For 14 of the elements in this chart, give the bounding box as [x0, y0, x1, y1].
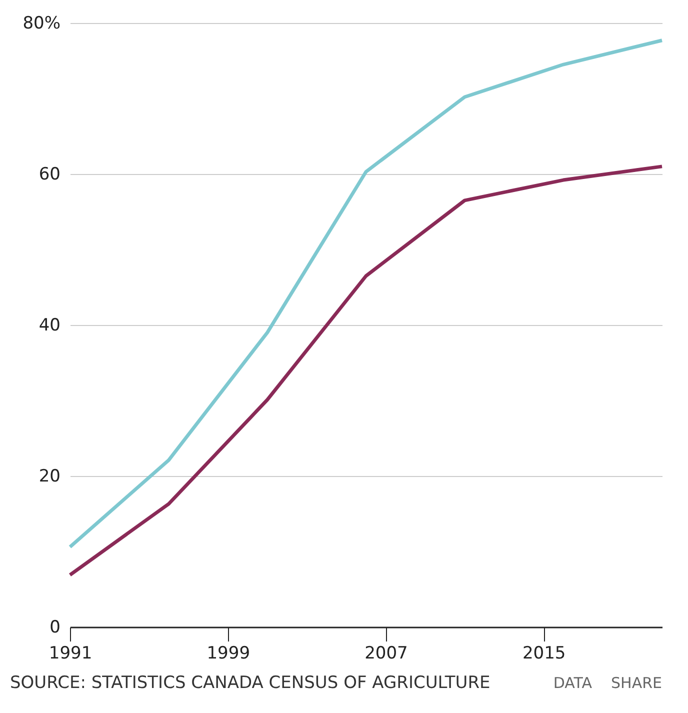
line-series [68, 38, 664, 549]
x-tick-label: 1999 [206, 644, 250, 664]
y-tick-label: 20 [38, 466, 60, 486]
text: DATA [553, 674, 593, 692]
y-tick-label: 0 [50, 618, 60, 638]
y-tick-label: 80% [22, 14, 60, 34]
x-tick-label: 1991 [48, 644, 92, 664]
text: SHARE [611, 674, 662, 692]
x-tick-label: 2007 [364, 644, 408, 664]
source-note: SOURCE: STATISTICS CANADA CENSUS OF AGRICULTURE [10, 673, 490, 693]
line-series [68, 164, 664, 577]
y-tick-label: 60 [38, 164, 60, 184]
x-tick-label: 2015 [522, 644, 566, 664]
y-tick-label: 40 [38, 316, 60, 336]
